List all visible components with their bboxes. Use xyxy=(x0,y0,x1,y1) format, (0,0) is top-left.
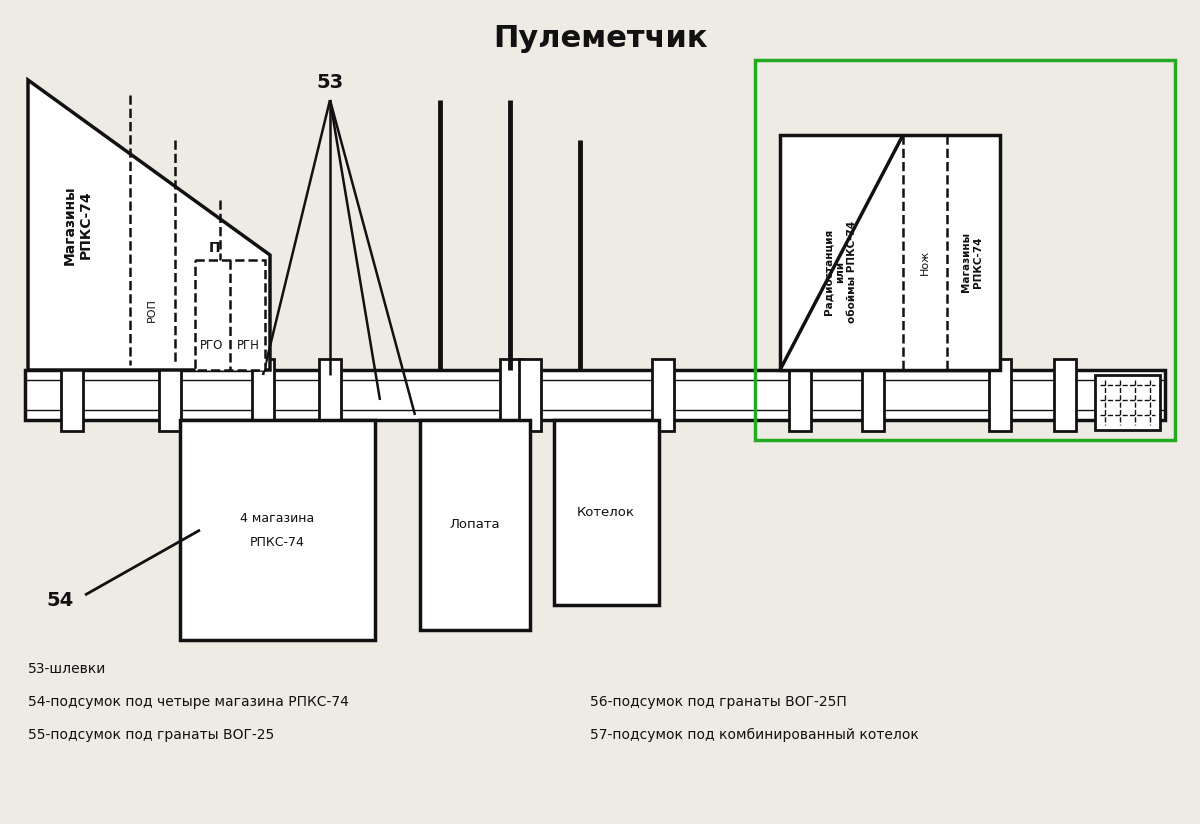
Text: РОП: РОП xyxy=(148,298,157,322)
Text: Лопата: Лопата xyxy=(450,518,500,531)
Text: 55-подсумок под гранаты ВОГ-25: 55-подсумок под гранаты ВОГ-25 xyxy=(28,728,275,742)
Text: 54: 54 xyxy=(47,591,73,610)
Text: РГН: РГН xyxy=(236,339,259,352)
Bar xyxy=(61,359,83,431)
Bar xyxy=(520,359,541,431)
Bar xyxy=(780,135,1000,370)
Text: Магазины
РПКС-74: Магазины РПКС-74 xyxy=(961,232,983,292)
Text: Нож: Нож xyxy=(920,250,930,274)
Polygon shape xyxy=(28,80,270,370)
Text: П: П xyxy=(209,241,221,255)
Bar xyxy=(755,60,1175,440)
Text: 54-подсумок под четыре магазина РПКС-74: 54-подсумок под четыре магазина РПКС-74 xyxy=(28,695,349,709)
Bar xyxy=(25,370,1165,420)
Bar xyxy=(194,260,265,370)
Bar xyxy=(862,359,884,431)
Text: Радиостанция
или
обоймы РПКС-74: Радиостанция или обоймы РПКС-74 xyxy=(823,221,857,323)
Bar xyxy=(252,359,274,431)
Text: Пулеметчик: Пулеметчик xyxy=(493,24,707,53)
Bar xyxy=(319,359,341,431)
Text: 4 магазина: 4 магазина xyxy=(240,512,314,525)
Text: РПКС-74: РПКС-74 xyxy=(250,536,305,549)
Bar xyxy=(420,420,530,630)
Bar xyxy=(1096,375,1160,430)
Bar xyxy=(158,359,181,431)
Bar xyxy=(180,420,374,640)
Bar xyxy=(989,359,1010,431)
Bar xyxy=(554,420,659,605)
Text: 56-подсумок под гранаты ВОГ-25П: 56-подсумок под гранаты ВОГ-25П xyxy=(590,695,847,709)
Bar xyxy=(790,359,811,431)
Text: 53: 53 xyxy=(317,73,343,91)
Bar xyxy=(1054,359,1076,431)
Text: 57-подсумок под комбинированный котелок: 57-подсумок под комбинированный котелок xyxy=(590,728,919,742)
Text: 53-шлевки: 53-шлевки xyxy=(28,662,107,676)
Text: Магазины
РПКС-74: Магазины РПКС-74 xyxy=(62,185,94,265)
Text: РГО: РГО xyxy=(200,339,223,352)
Text: Котелок: Котелок xyxy=(577,505,635,518)
Bar xyxy=(500,359,522,431)
Bar xyxy=(652,359,674,431)
